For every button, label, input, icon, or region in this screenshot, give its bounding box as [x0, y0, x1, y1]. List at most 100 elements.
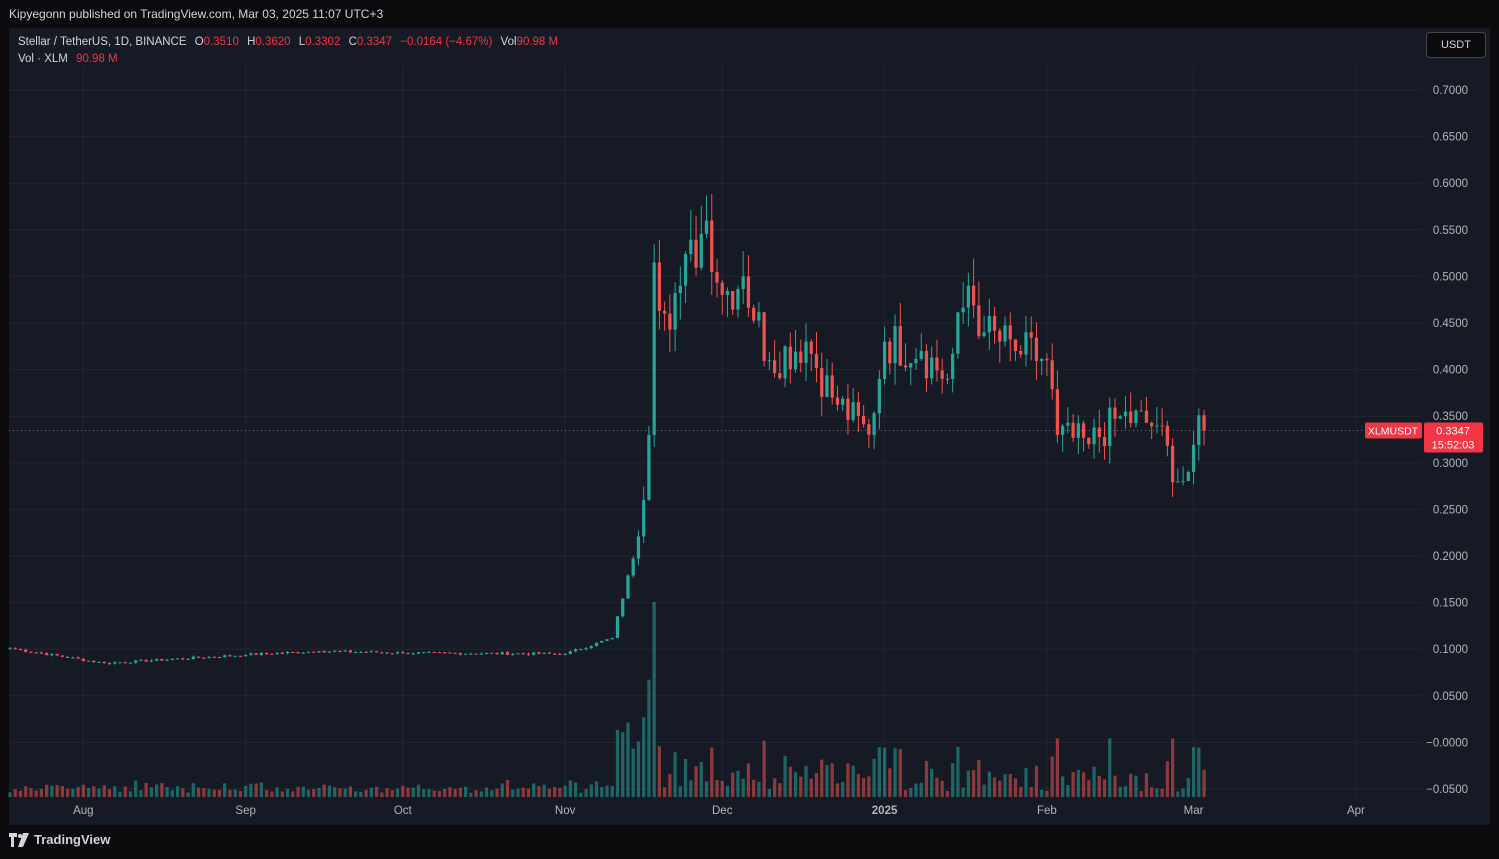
- candle-body: [537, 652, 541, 654]
- volume-bar: [259, 782, 263, 797]
- candle-body: [34, 652, 38, 654]
- volume-bar: [1160, 788, 1164, 797]
- volume-bar: [233, 789, 237, 797]
- candle-body: [359, 652, 363, 654]
- volume-bar: [992, 777, 997, 797]
- volume-bar: [170, 790, 174, 797]
- candle-body: [846, 398, 850, 420]
- candle-body: [1076, 423, 1080, 438]
- candle-body: [186, 659, 190, 661]
- volume-bar: [406, 787, 410, 797]
- candle-body: [1045, 358, 1049, 361]
- volume-bar: [149, 787, 154, 797]
- candle-body: [914, 358, 918, 364]
- footer-bar: [0, 825, 1499, 859]
- tradingview-logo[interactable]: TradingView: [9, 832, 110, 847]
- volume-bar: [772, 778, 777, 797]
- volume-bar: [86, 787, 91, 797]
- volume-bar: [118, 791, 122, 797]
- candle-body: [505, 652, 510, 655]
- volume-bar: [851, 765, 855, 797]
- candle-body: [484, 652, 489, 654]
- volume-legend-value: 90.98 M: [76, 53, 118, 65]
- volume-bar: [1081, 772, 1086, 797]
- volume-bar: [961, 787, 965, 797]
- candle-body: [647, 434, 651, 500]
- volume-bar: [835, 783, 840, 797]
- candle-body: [511, 653, 515, 655]
- volume-bar: [689, 780, 693, 797]
- volume-bar: [1181, 788, 1185, 797]
- candle-body: [657, 262, 662, 311]
- candle-body: [165, 659, 169, 661]
- candle-body: [113, 662, 117, 664]
- volume-bar: [390, 790, 394, 797]
- candle-body: [568, 651, 572, 654]
- candle-body: [1170, 445, 1175, 483]
- volume-bar: [710, 747, 714, 797]
- candle-body: [1050, 360, 1054, 390]
- candle-body: [81, 658, 85, 661]
- candle-body: [856, 402, 861, 416]
- candle-body: [558, 653, 562, 655]
- legend-high-label: H: [247, 36, 256, 48]
- x-tick-label: Sep: [235, 805, 255, 817]
- legend-low-value: 0.3302: [305, 36, 341, 48]
- candle-body: [930, 357, 934, 379]
- candle-body: [699, 233, 703, 268]
- candle-body: [1113, 407, 1117, 419]
- candle-body: [223, 655, 227, 658]
- candle-body: [725, 291, 730, 296]
- candle-body: [333, 650, 337, 652]
- legend-high-value: 0.3620: [255, 36, 291, 48]
- volume-bar: [128, 791, 133, 797]
- volume-legend-label[interactable]: Vol · XLM: [18, 53, 68, 65]
- volume-bar: [244, 785, 248, 797]
- candle-body: [495, 652, 499, 655]
- volume-bar: [24, 786, 28, 797]
- y-tick-label: 0.2500: [1433, 504, 1468, 516]
- candle-body: [149, 660, 154, 662]
- volume-bar: [463, 786, 468, 797]
- volume-bar: [1134, 775, 1138, 797]
- volume-bar: [380, 792, 384, 797]
- volume-bar: [374, 786, 379, 797]
- volume-bar: [778, 783, 782, 797]
- candle-body: [694, 239, 698, 268]
- volume-bar: [903, 790, 908, 797]
- candle-body: [579, 649, 583, 651]
- candle-body: [45, 653, 49, 656]
- volume-bar: [1155, 788, 1159, 797]
- candle-body: [1202, 415, 1206, 431]
- chart-panel[interactable]: [9, 28, 1490, 825]
- volume-bar: [856, 773, 861, 797]
- volume-bar: [322, 784, 326, 797]
- volume-bar: [825, 765, 829, 797]
- volume-bar: [914, 783, 918, 797]
- x-tick-label: Aug: [73, 805, 93, 817]
- candle-body: [935, 357, 939, 371]
- currency-button[interactable]: USDT: [1426, 32, 1486, 58]
- candle-body: [92, 660, 96, 663]
- published-bar: Kipyegonn published on TradingView.com, …: [0, 0, 1499, 28]
- volume-bar: [264, 790, 269, 797]
- volume-bar: [683, 758, 688, 797]
- candle-body: [1061, 425, 1065, 435]
- candle-body: [364, 652, 368, 654]
- candle-body: [820, 367, 824, 397]
- volume-bar: [1150, 787, 1154, 797]
- candle-body: [139, 659, 143, 661]
- candle-body: [663, 310, 667, 314]
- x-tick-label: Feb: [1037, 805, 1057, 817]
- y-tick-label: 0.5500: [1433, 225, 1468, 237]
- volume-bar: [181, 788, 185, 797]
- candle-body: [270, 653, 274, 655]
- volume-bar: [453, 788, 457, 797]
- legend-symbol[interactable]: Stellar / TetherUS, 1D, BINANCE: [18, 36, 187, 48]
- candle-body: [741, 276, 745, 290]
- candle-body: [720, 282, 724, 296]
- volume-bar: [657, 746, 662, 797]
- volume-bar: [196, 787, 201, 797]
- volume-bar: [107, 789, 112, 797]
